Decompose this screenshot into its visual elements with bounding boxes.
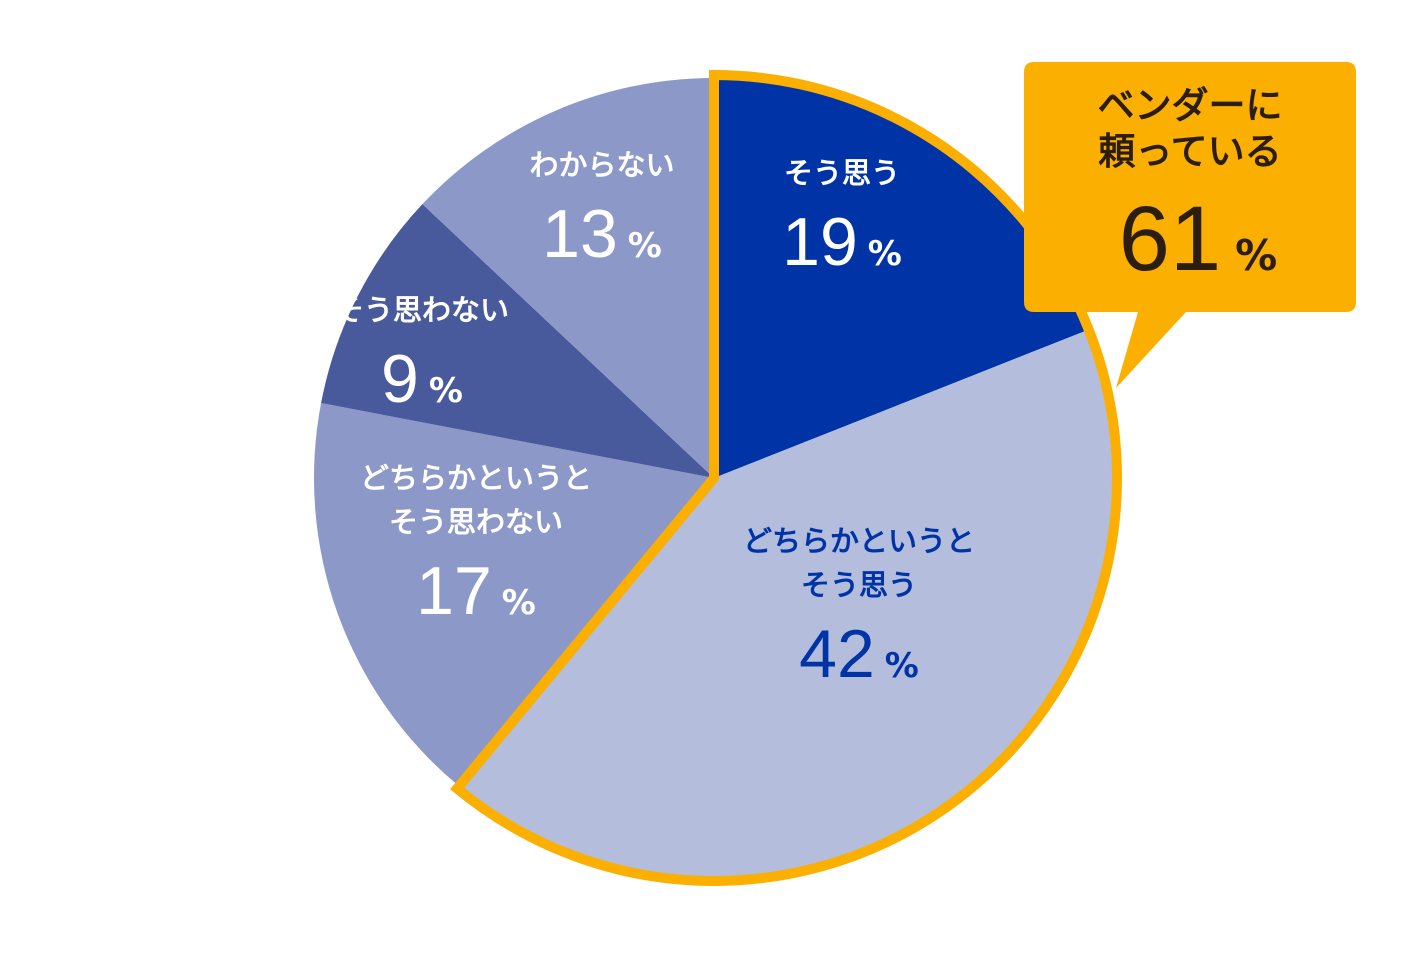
pie-slice-2 [459, 330, 1114, 878]
pie-slice-4 [321, 204, 714, 478]
slice-3-label-line-1: どちらかというと [360, 461, 592, 495]
callout-value-number: 61 [1119, 188, 1221, 290]
slice-5-label-line-1: わからない [529, 148, 674, 182]
slice-4-label-line-1: そう思わない [335, 293, 509, 327]
pie-slice-1 [714, 78, 1086, 478]
callout-value: 61% [1119, 188, 1277, 290]
callout-box [1024, 62, 1356, 388]
callout-label-line-2: 頼っている [1098, 130, 1281, 173]
slice-2-label-line-1: どちらかというと [743, 524, 975, 558]
callout-label-line-1: ベンダーに [1098, 84, 1283, 127]
pie-slice-5 [422, 78, 714, 478]
slice-5-value: 13% [542, 196, 662, 272]
slice-3-value: 17% [416, 553, 536, 629]
highlight-outline [450, 69, 1122, 886]
slice-1-value: 19% [782, 204, 902, 280]
slice-2-value: 42% [799, 616, 919, 692]
slice-1-label-line-1: そう思う [784, 156, 900, 190]
pie-slice-3 [314, 403, 714, 787]
highlight-callout: ベンダーに 頼っている 61% [1024, 62, 1356, 388]
slice-4-value: 9% [381, 341, 463, 417]
slice-2-label-line-2: そう思う [801, 568, 917, 602]
callout-value-unit: % [1235, 231, 1277, 280]
slice-3-label-line-2: そう思わない [389, 505, 563, 539]
pie-slices [314, 78, 1114, 878]
